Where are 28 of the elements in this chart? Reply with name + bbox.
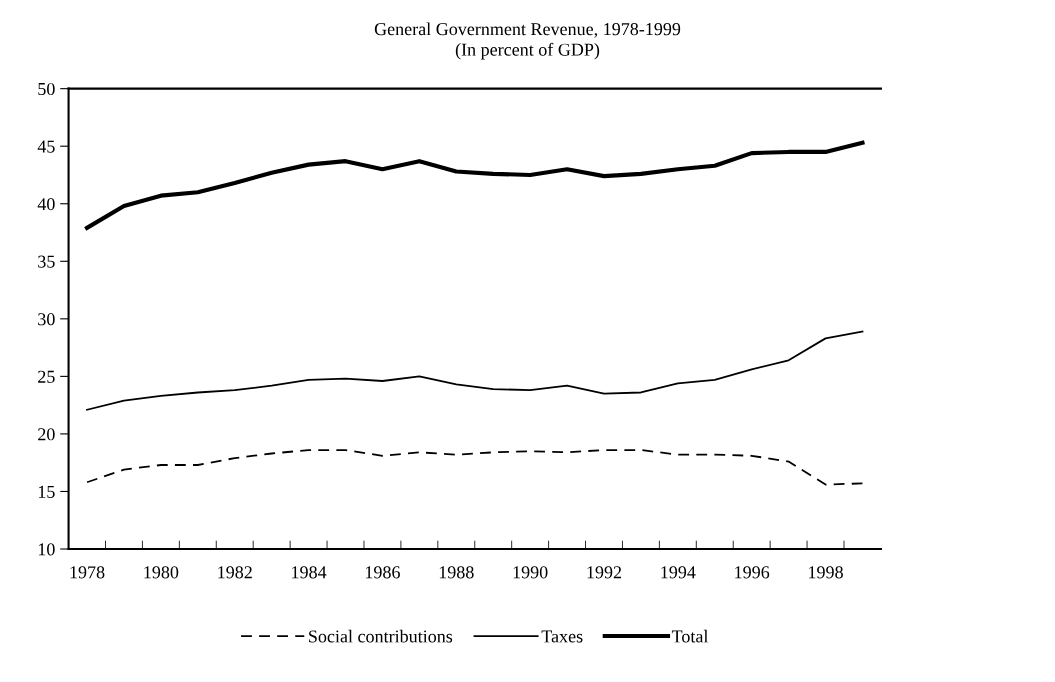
y-tick-label: 40	[37, 198, 55, 211]
y-tick-label: 25	[38, 370, 55, 383]
x-tick-label: 1992	[587, 566, 622, 579]
legend-label: Taxes	[541, 630, 583, 643]
legend-label: Total	[671, 629, 709, 643]
x-tick-label: 1988	[439, 566, 474, 579]
x-tick-label: 1986	[365, 566, 400, 579]
y-tick-label: 15	[38, 485, 55, 498]
x-tick-label: 1982	[218, 566, 252, 579]
x-tick-label: 1980	[144, 566, 179, 579]
x-tick-label: 1996	[735, 566, 770, 579]
chart-title: General Government Revenue, 1978-1999	[374, 22, 681, 38]
x-tick-label: 1998	[809, 566, 843, 579]
line-series	[86, 449, 864, 486]
y-tick-label: 10	[38, 543, 55, 556]
y-tick-label: 30	[38, 313, 55, 326]
x-tick-label: 1984	[292, 566, 327, 579]
y-tick-label: 50	[38, 82, 55, 96]
x-tick-label: 1994	[661, 566, 696, 579]
chart-subtitle: (In percent of GDP)	[455, 42, 600, 60]
y-tick-label: 35	[38, 255, 55, 268]
legend-label: Social contributions	[309, 629, 453, 643]
y-tick-label: 20	[38, 428, 55, 441]
y-tick-label: 45	[37, 140, 55, 153]
line-series	[84, 140, 865, 231]
x-tick-label: 1978	[70, 566, 105, 579]
x-tick-label: 1990	[513, 566, 548, 579]
line-series	[86, 330, 864, 411]
